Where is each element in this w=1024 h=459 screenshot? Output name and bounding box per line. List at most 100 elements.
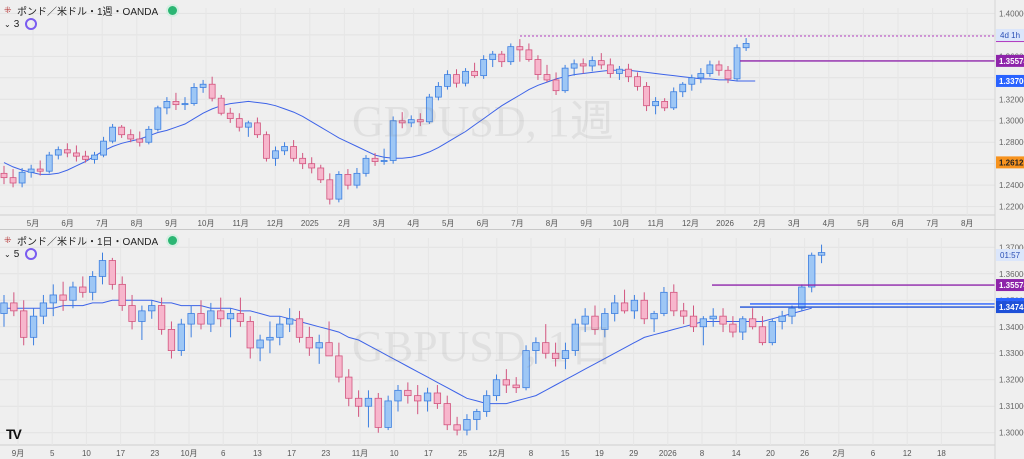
candle-body xyxy=(109,126,116,142)
x-tick-label: 8月 xyxy=(961,219,973,228)
candle-body xyxy=(127,134,135,140)
x-tick-label: 15 xyxy=(561,449,570,458)
price-tag-label: 1.34743 xyxy=(999,303,1024,312)
candle-body xyxy=(79,286,87,293)
candle-body xyxy=(661,101,669,109)
candle-body xyxy=(679,83,687,93)
x-tick-label: 14 xyxy=(732,449,741,458)
candle-body xyxy=(394,389,402,402)
candle-body xyxy=(197,313,205,325)
daily-indicators-toggle[interactable]: ⌄ 5 xyxy=(4,248,38,260)
candle-body xyxy=(82,155,89,160)
candle-body xyxy=(281,146,288,152)
candle-body xyxy=(344,174,352,186)
daily-chart-title: ポンド／米ドル・1日・OANDA xyxy=(17,237,159,248)
candle-body xyxy=(235,118,243,128)
candle-body xyxy=(433,392,442,404)
x-tick-label: 2025 xyxy=(301,219,319,228)
candle-body xyxy=(207,310,215,325)
countdown-label: 4d 1h xyxy=(1000,31,1020,40)
x-tick-label: 8 xyxy=(529,449,534,458)
candle-body xyxy=(236,313,245,322)
y-tick-label: 1.36000 xyxy=(999,270,1024,279)
candle-body xyxy=(620,302,629,312)
candle-body xyxy=(290,146,297,159)
candle-body xyxy=(136,138,144,143)
candle-body xyxy=(650,313,658,320)
candle-body xyxy=(532,342,540,351)
candle-body xyxy=(670,91,678,109)
candle-body xyxy=(416,119,424,123)
daily-chart-pane[interactable]: 1.370001.360001.350001.340001.330001.320… xyxy=(0,230,1024,459)
candle-body xyxy=(715,64,723,71)
x-tick-label: 2026 xyxy=(659,449,677,458)
countdown-tag xyxy=(996,249,1024,261)
x-tick-label: 5月 xyxy=(442,219,454,228)
candle-body xyxy=(0,172,8,179)
weekly-indicator-count: 3 xyxy=(13,18,20,30)
candle-body xyxy=(425,96,433,123)
candle-body xyxy=(808,254,816,288)
pane-separator[interactable] xyxy=(0,229,1024,230)
candle-body xyxy=(516,46,524,51)
candle-body xyxy=(371,157,379,162)
candle-body xyxy=(10,302,18,312)
weekly-chart-title: ポンド／米ドル・1週・OANDA xyxy=(17,7,159,18)
daily-chart-canvas[interactable]: 1.370001.360001.350001.340001.330001.320… xyxy=(0,230,1024,459)
candle-body xyxy=(73,152,80,157)
x-tick-label: 6 xyxy=(871,449,876,458)
candle-body xyxy=(625,68,632,78)
candle-body xyxy=(108,260,117,285)
candle-body xyxy=(244,122,252,128)
y-tick-label: 1.33000 xyxy=(999,349,1024,358)
x-tick-label: 5月 xyxy=(857,219,869,228)
candle-body xyxy=(9,177,17,184)
candle-body xyxy=(512,384,520,389)
candle-body xyxy=(542,342,550,354)
candle-body xyxy=(299,157,307,165)
candle-body xyxy=(423,392,432,402)
x-tick-label: 11月 xyxy=(352,449,368,458)
candle-body xyxy=(88,276,97,293)
candle-body xyxy=(254,122,261,136)
tradingview-logo[interactable]: TV xyxy=(6,426,22,442)
candle-body xyxy=(118,126,126,136)
candle-body xyxy=(719,315,727,325)
moving-average-line xyxy=(4,299,812,405)
price-tag-label: 1.26121 xyxy=(999,158,1024,167)
candle-body xyxy=(374,397,382,428)
candle-body xyxy=(561,350,570,359)
candle-body xyxy=(463,419,471,431)
candle-body xyxy=(739,318,747,333)
x-tick-label: 6月 xyxy=(61,219,73,228)
candle-body xyxy=(335,355,343,378)
x-tick-label: 11月 xyxy=(648,219,664,228)
candle-body xyxy=(59,294,67,301)
daily-indicator-count: 5 xyxy=(13,248,20,260)
x-tick-label: 8月 xyxy=(546,219,558,228)
candle-body xyxy=(263,134,270,159)
weekly-chart-canvas[interactable]: 1.400001.380001.360001.340001.320001.300… xyxy=(0,0,1024,229)
candle-body xyxy=(552,79,560,92)
market-open-status-icon xyxy=(168,6,178,15)
candle-body xyxy=(181,103,189,106)
candle-body xyxy=(308,163,316,169)
candle-body xyxy=(389,120,397,161)
candle-body xyxy=(362,157,370,174)
indicator-ring-icon xyxy=(25,248,38,260)
candle-body xyxy=(616,68,623,74)
candle-body xyxy=(353,172,361,186)
candle-body xyxy=(226,313,235,320)
candle-body xyxy=(0,302,8,314)
candle-body xyxy=(588,60,596,67)
candle-body xyxy=(36,168,44,172)
candle-body xyxy=(246,321,254,349)
candle-body xyxy=(145,128,153,143)
candle-body xyxy=(697,73,705,79)
weekly-indicators-toggle[interactable]: ⌄ 3 xyxy=(4,18,38,30)
weekly-chart-pane[interactable]: 1.400001.380001.360001.340001.320001.300… xyxy=(0,0,1024,229)
candle-body xyxy=(118,283,126,306)
candle-body xyxy=(407,119,415,124)
candle-body xyxy=(63,149,71,154)
candle-body xyxy=(138,310,146,322)
